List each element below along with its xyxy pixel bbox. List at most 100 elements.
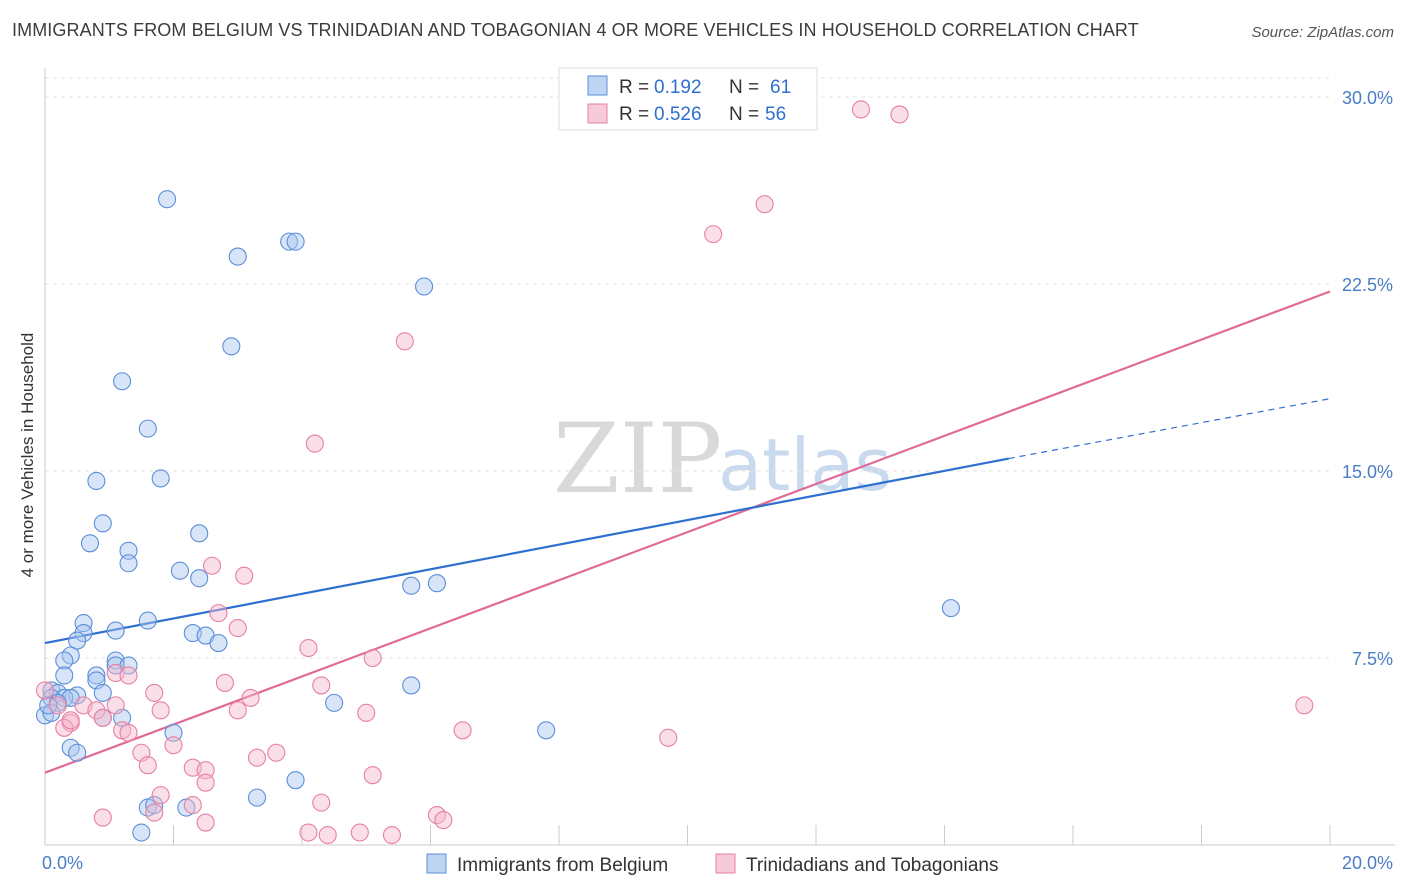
watermark-atlas: atlas xyxy=(718,423,892,507)
point-trinidad-39 xyxy=(363,766,382,785)
point-belgium-58 xyxy=(132,823,151,842)
point-belgium-60 xyxy=(39,696,58,715)
x-tick-label-0: 0.0% xyxy=(42,853,83,873)
point-trinidad-54 xyxy=(35,681,55,700)
point-trinidad-35 xyxy=(247,748,267,767)
point-trinidad-27 xyxy=(55,718,74,737)
point-trinidad-42 xyxy=(183,796,202,815)
point-trinidad-6 xyxy=(203,556,222,575)
point-trinidad-5 xyxy=(305,434,324,453)
point-belgium-17 xyxy=(402,576,421,595)
legend-n-value-2: 56 xyxy=(765,104,786,125)
point-belgium-4 xyxy=(415,277,434,296)
point-belgium-27 xyxy=(209,633,228,653)
point-belgium-52 xyxy=(68,743,87,762)
legend-r-label-2: R = xyxy=(619,104,649,125)
point-trinidad-11 xyxy=(363,648,382,668)
point-belgium-8 xyxy=(87,471,106,491)
legend-r-value-2: 0.526 xyxy=(654,104,702,125)
point-trinidad-2 xyxy=(755,195,774,214)
legend-r-value-1: 0.192 xyxy=(654,77,702,98)
watermark-zip: ZIP xyxy=(553,403,722,515)
point-belgium-5 xyxy=(222,337,241,356)
point-belgium-56 xyxy=(145,796,164,815)
point-trinidad-23 xyxy=(228,701,247,720)
series-label-belgium: Immigrants from Belgium xyxy=(457,855,668,876)
trend-line-belgium xyxy=(44,457,1009,645)
point-belgium-31 xyxy=(106,656,125,675)
point-belgium-13 xyxy=(119,541,138,560)
y-tick-label-0: 7.5% xyxy=(1352,649,1393,669)
point-belgium-54 xyxy=(247,788,267,807)
point-trinidad-34 xyxy=(267,743,286,762)
point-trinidad-16 xyxy=(145,683,164,702)
point-trinidad-55 xyxy=(61,711,80,730)
point-belgium-2 xyxy=(286,232,305,251)
legend-n-label-2: N = xyxy=(729,104,759,125)
legend-swatch-belgium xyxy=(587,75,608,96)
watermark: ZIP atlas xyxy=(553,403,892,515)
point-belgium-23 xyxy=(74,624,93,643)
point-belgium-26 xyxy=(68,631,87,650)
point-belgium-20 xyxy=(74,614,93,633)
x-tick-label-1: 20.0% xyxy=(1342,853,1393,873)
point-trinidad-44 xyxy=(145,803,164,822)
point-trinidad-7 xyxy=(235,566,254,585)
point-trinidad-22 xyxy=(151,701,170,720)
point-belgium-10 xyxy=(93,514,112,533)
point-belgium-3 xyxy=(228,247,247,266)
point-trinidad-10 xyxy=(299,638,318,658)
point-belgium-14 xyxy=(119,554,138,573)
point-trinidad-8 xyxy=(209,604,228,623)
point-trinidad-14 xyxy=(215,673,234,692)
point-trinidad-31 xyxy=(659,728,678,747)
x-tick-labels: 0.0% 20.0% xyxy=(42,853,1393,873)
point-belgium-44 xyxy=(325,693,344,712)
point-belgium-19 xyxy=(941,599,960,618)
point-belgium-38 xyxy=(93,683,112,702)
trend-lines xyxy=(44,290,1331,774)
point-trinidad-40 xyxy=(196,773,215,792)
point-trinidad-24 xyxy=(357,703,376,722)
point-trinidad-46 xyxy=(196,813,215,832)
point-belgium-12 xyxy=(80,534,100,553)
point-belgium-22 xyxy=(106,621,125,640)
point-trinidad-21 xyxy=(87,701,106,720)
point-belgium-21 xyxy=(138,611,157,630)
data-points xyxy=(35,100,1314,845)
point-belgium-16 xyxy=(190,569,209,588)
legend-r-label-1: R = xyxy=(619,77,649,98)
trend-line-trinidad xyxy=(44,290,1331,774)
point-trinidad-36 xyxy=(138,756,157,775)
point-belgium-18 xyxy=(427,574,446,593)
series-label-trinidad: Trinidadians and Tobagonians xyxy=(746,855,998,876)
legend-swatch-trinidad xyxy=(587,103,608,124)
point-trinidad-49 xyxy=(299,823,318,842)
point-trinidad-3 xyxy=(704,225,723,244)
legend-box: R = 0.192 N = 61 R = 0.526 N = 56 xyxy=(558,67,818,131)
legend-n-label-1: N = xyxy=(729,77,759,98)
point-trinidad-19 xyxy=(48,696,67,715)
point-trinidad-17 xyxy=(241,688,260,707)
point-trinidad-1 xyxy=(890,105,909,124)
point-belgium-53 xyxy=(286,771,305,790)
point-trinidad-25 xyxy=(93,708,112,727)
series-swatch-belgium xyxy=(426,853,447,874)
point-belgium-45 xyxy=(402,676,421,695)
point-belgium-9 xyxy=(151,469,170,488)
point-belgium-11 xyxy=(190,524,209,543)
point-trinidad-43 xyxy=(312,793,331,812)
series-legend: Immigrants from Belgium Trinidadians and… xyxy=(426,853,998,876)
series-swatch-trinidad xyxy=(715,853,736,874)
point-belgium-6 xyxy=(113,372,132,391)
legend-n-value-1: 61 xyxy=(770,77,791,98)
axes xyxy=(44,68,1395,846)
y-tick-label-1: 15.0% xyxy=(1342,462,1393,482)
point-trinidad-18 xyxy=(106,696,125,715)
point-belgium-49 xyxy=(164,723,183,742)
point-trinidad-4 xyxy=(395,332,414,351)
chart-title: IMMIGRANTS FROM BELGIUM VS TRINIDADIAN A… xyxy=(12,20,1139,40)
point-trinidad-50 xyxy=(318,825,337,845)
point-trinidad-15 xyxy=(312,676,331,695)
point-trinidad-13 xyxy=(119,666,138,685)
